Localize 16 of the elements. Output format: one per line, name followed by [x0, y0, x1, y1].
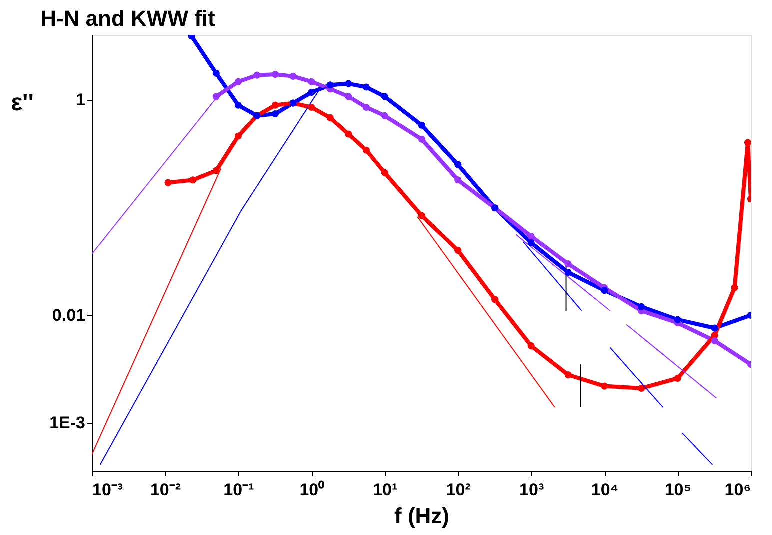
y-tick-label: 0.01 [52, 306, 86, 325]
x-tick-label: 10⁶ [724, 480, 752, 500]
x-tick-label: 10² [446, 480, 472, 500]
x-tick-label: 10⁵ [664, 480, 692, 500]
x-tick-label: 10⁰ [300, 480, 325, 500]
x-tick-label: 10⁻¹ [224, 480, 255, 500]
x-tick-label: 10⁴ [591, 480, 619, 500]
x-tick-label: 10¹ [373, 480, 398, 500]
y-axis-title: ε'' [11, 90, 34, 116]
x-tick-label: 10⁻³ [92, 480, 124, 500]
x-axis-title: f (Hz) [394, 504, 450, 528]
x-tick-label: 10⁻² [150, 480, 182, 500]
y-tick-label: 1 [76, 90, 86, 110]
y-tick-label: 1E-3 [50, 414, 86, 433]
x-tick-label: 10³ [520, 480, 544, 500]
chart-title: H-N and KWW fit [40, 6, 216, 31]
